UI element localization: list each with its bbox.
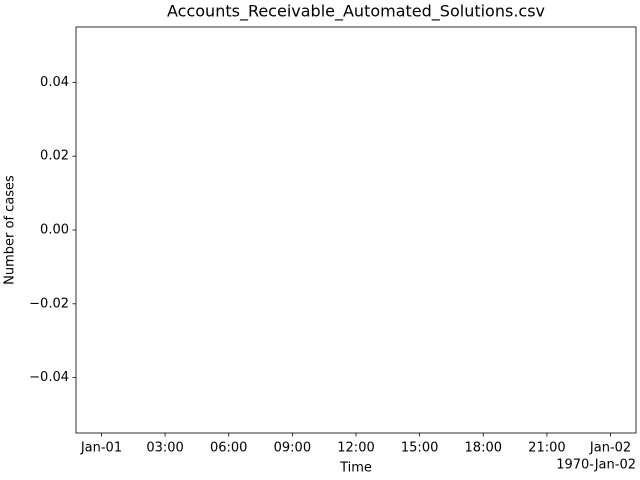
x-tick-label: 12:00 bbox=[337, 441, 374, 456]
x-tick-label: 18:00 bbox=[465, 441, 502, 456]
y-tick-label: 0.04 bbox=[40, 75, 69, 90]
y-tick-label: −0.02 bbox=[29, 296, 69, 311]
x-tick-label: 06:00 bbox=[210, 441, 247, 456]
x-tick-label: 09:00 bbox=[274, 441, 311, 456]
y-tick-label: 0.00 bbox=[40, 223, 69, 238]
plot-frame bbox=[75, 26, 637, 434]
x-tick-label: 21:00 bbox=[528, 441, 565, 456]
x-tick-label: Jan-01 bbox=[80, 441, 122, 456]
x-tick-label: 15:00 bbox=[401, 441, 438, 456]
x-tick-label: Jan-02 bbox=[589, 441, 631, 456]
y-axis-label: Number of cases bbox=[3, 175, 18, 285]
x-tick-label: 03:00 bbox=[146, 441, 183, 456]
y-tick-label: −0.04 bbox=[29, 370, 69, 385]
y-tick-label: 0.02 bbox=[40, 149, 69, 164]
x-axis-label: Time bbox=[339, 461, 372, 476]
x-offset-label: 1970-Jan-02 bbox=[556, 458, 636, 473]
chart-title: Accounts_Receivable_Automated_Solutions.… bbox=[167, 2, 545, 22]
